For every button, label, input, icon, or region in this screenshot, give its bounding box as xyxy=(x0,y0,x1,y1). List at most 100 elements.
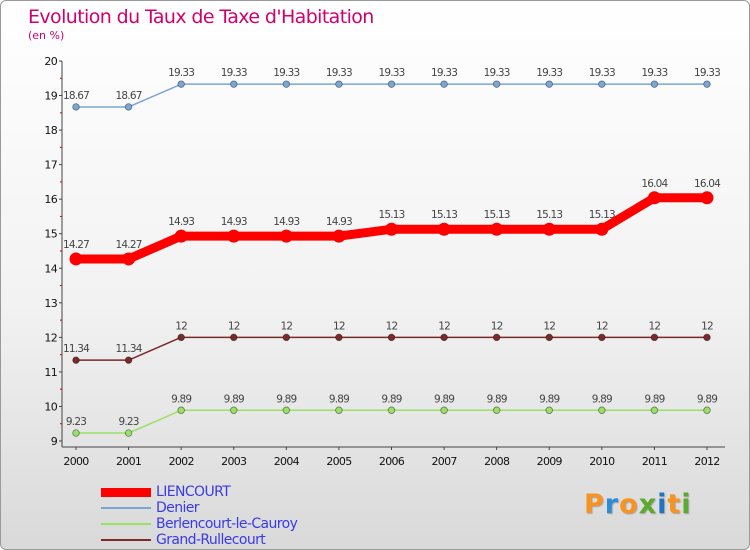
data-label: 16.04 xyxy=(694,178,721,190)
data-point xyxy=(282,333,291,342)
y-tick-label: 20 xyxy=(44,55,57,68)
data-point xyxy=(227,229,241,243)
legend-item: Grand-Rullecourt xyxy=(101,532,361,548)
data-label: 9.89 xyxy=(381,393,401,405)
y-tick-label: 16 xyxy=(44,193,57,206)
data-point xyxy=(650,333,659,342)
data-point xyxy=(598,80,606,88)
data-point xyxy=(595,222,609,236)
data-point xyxy=(230,80,238,88)
legend-swatch xyxy=(101,487,151,497)
data-label: 19.33 xyxy=(378,67,404,79)
data-point xyxy=(387,333,396,342)
data-label: 9.89 xyxy=(592,393,612,405)
data-label: 12 xyxy=(228,320,240,332)
data-label: 9.89 xyxy=(224,393,244,405)
data-label: 9.89 xyxy=(329,393,349,405)
x-tick-label: 2010 xyxy=(589,455,615,468)
data-label: 9.89 xyxy=(487,393,507,405)
data-label: 11.34 xyxy=(63,343,90,355)
data-point xyxy=(385,222,398,236)
data-point xyxy=(335,406,343,414)
x-tick-label: 2002 xyxy=(169,455,194,468)
y-tick-label: 10 xyxy=(44,400,57,413)
data-point xyxy=(335,333,343,342)
data-point xyxy=(177,80,185,88)
y-tick-label: 13 xyxy=(44,297,57,310)
data-label: 14.93 xyxy=(273,216,299,228)
y-tick-label: 18 xyxy=(44,124,57,137)
data-point xyxy=(124,429,133,437)
legend-swatch xyxy=(101,539,151,541)
logo-letter: r xyxy=(604,489,620,520)
x-tick-label: 2001 xyxy=(116,455,141,468)
data-point xyxy=(335,80,343,88)
legend-label: Denier xyxy=(156,500,200,516)
data-point xyxy=(437,222,451,236)
data-point xyxy=(703,406,711,414)
data-point xyxy=(545,333,553,342)
data-label: 9.89 xyxy=(539,393,559,405)
data-label: 9.89 xyxy=(171,393,191,405)
data-label: 12 xyxy=(386,320,398,332)
data-label: 19.33 xyxy=(431,67,457,79)
data-label: 12 xyxy=(649,320,661,332)
legend-item: Denier xyxy=(101,500,361,516)
data-point xyxy=(598,333,606,342)
y-tick-label: 11 xyxy=(44,366,57,379)
data-label: 14.93 xyxy=(168,216,194,228)
data-label: 19.33 xyxy=(694,67,720,79)
y-tick-label: 15 xyxy=(44,228,57,241)
data-point xyxy=(387,80,396,88)
x-tick-label: 2011 xyxy=(642,455,667,468)
data-label: 9.89 xyxy=(434,393,454,405)
data-label: 9.23 xyxy=(66,416,86,428)
data-label: 19.33 xyxy=(168,67,194,79)
data-label: 12 xyxy=(701,320,713,332)
y-tick-label: 12 xyxy=(44,331,57,344)
data-point xyxy=(122,252,136,266)
data-label: 12 xyxy=(175,320,187,332)
x-tick-label: 2008 xyxy=(484,455,510,468)
data-label: 15.13 xyxy=(431,209,457,221)
data-label: 19.33 xyxy=(641,67,667,79)
data-point xyxy=(542,222,556,236)
data-point xyxy=(703,80,711,88)
data-label: 19.33 xyxy=(221,67,247,79)
logo-letter: o xyxy=(619,489,639,520)
chart-title: Evolution du Taux de Taxe d'Habitation xyxy=(28,6,374,28)
data-point xyxy=(279,229,293,243)
y-tick-label: 14 xyxy=(44,262,57,275)
data-label: 9.23 xyxy=(118,416,138,428)
data-label: 9.89 xyxy=(697,393,717,405)
logo-letter: i xyxy=(681,489,692,520)
data-point xyxy=(387,406,396,414)
legend-label: Berlencourt-le-Cauroy xyxy=(156,516,298,532)
x-tick-label: 2005 xyxy=(326,455,352,468)
data-label: 15.13 xyxy=(484,209,510,221)
x-tick-label: 2012 xyxy=(694,455,719,468)
data-point xyxy=(124,103,133,111)
data-point xyxy=(440,406,448,414)
data-point xyxy=(72,429,80,437)
data-point xyxy=(650,406,659,414)
data-point xyxy=(440,333,448,342)
y-tick-label: 19 xyxy=(44,90,57,103)
x-tick-label: 2007 xyxy=(431,455,457,468)
data-label: 16.04 xyxy=(641,178,668,190)
proxiti-logo: Proxiti xyxy=(584,489,692,520)
data-point xyxy=(700,191,714,205)
data-label: 19.33 xyxy=(273,67,299,79)
legend-swatch xyxy=(101,523,151,525)
x-tick-label: 2004 xyxy=(274,455,300,468)
data-point xyxy=(69,252,83,266)
legend-item: LIENCOURT xyxy=(101,484,361,500)
data-label: 15.13 xyxy=(589,209,615,221)
data-point xyxy=(598,406,606,414)
data-label: 19.33 xyxy=(326,67,352,79)
data-label: 14.27 xyxy=(116,239,142,251)
data-label: 12 xyxy=(543,320,555,332)
logo-letter: x xyxy=(638,489,658,520)
logo-letter: t xyxy=(667,489,682,520)
legend-swatch xyxy=(101,507,151,509)
